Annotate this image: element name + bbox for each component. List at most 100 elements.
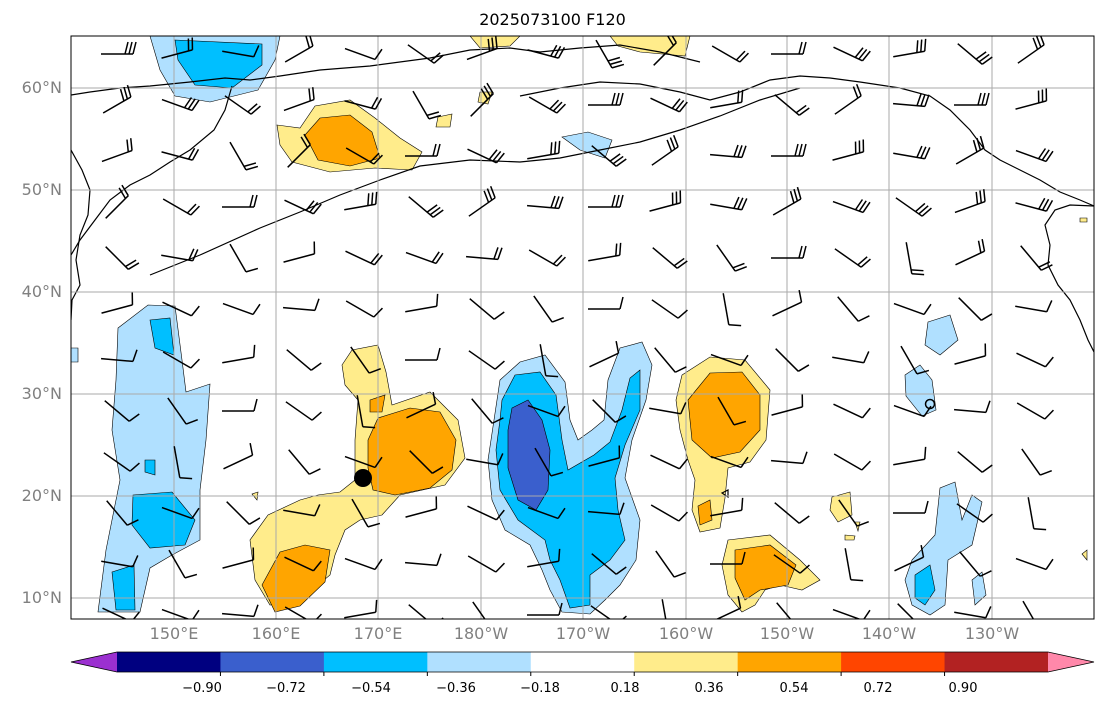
colorbar-outline	[70, 651, 1095, 673]
wind-barb	[101, 555, 139, 568]
wind-barb	[222, 302, 261, 316]
wind-barb	[284, 199, 322, 215]
wind-barb	[834, 248, 871, 268]
wind-barb	[405, 347, 441, 361]
wind-barb	[104, 400, 140, 422]
wind-barb	[527, 44, 566, 59]
colorbar-segment	[220, 652, 325, 672]
wind-barb	[162, 301, 200, 317]
wind-barb	[1027, 497, 1047, 531]
wind-barb	[650, 504, 688, 522]
asia-coastline	[71, 44, 701, 96]
wind-barb	[773, 554, 810, 574]
neg-anomaly-region	[71, 347, 79, 363]
wind-barb	[649, 190, 682, 212]
neg-anomaly-region	[561, 131, 613, 159]
wind-barb	[526, 195, 564, 210]
wind-barb	[905, 242, 925, 276]
wind-barb	[653, 36, 677, 66]
wind-barb	[710, 196, 748, 211]
wind-barb	[105, 246, 140, 270]
anomaly-contours	[71, 36, 1088, 616]
wind-barb	[356, 395, 376, 429]
wind-barb	[832, 351, 870, 364]
wind-barb	[467, 148, 505, 164]
wind-barb	[833, 46, 871, 62]
pos-anomaly-region	[1081, 549, 1088, 561]
neg-anomaly-region	[131, 491, 196, 549]
colorbar-tick-label: 0.18	[610, 681, 640, 696]
kamchatka-coastline	[71, 85, 233, 256]
wind-barb	[101, 41, 137, 55]
japan-kuril-coast	[71, 149, 91, 321]
pos-anomaly-region	[1079, 217, 1088, 223]
map-title: 2025073100 F120	[479, 10, 626, 29]
pos-anomaly-region	[697, 499, 713, 526]
wind-barb	[222, 194, 258, 208]
wind-barb	[588, 194, 624, 208]
wind-barb	[406, 391, 437, 419]
lon-label-140w: 140°W	[861, 624, 917, 643]
wind-barb	[283, 87, 315, 112]
lon-label-150e: 150°E	[149, 624, 199, 643]
wind-barb	[102, 607, 140, 619]
wind-barb	[161, 37, 194, 59]
wind-barb	[591, 145, 627, 167]
wind-barb	[955, 135, 985, 165]
north-america-coast	[1044, 204, 1094, 353]
wind-barb	[405, 143, 441, 157]
wind-barb	[834, 84, 862, 115]
wind-barb	[101, 138, 133, 163]
wind-barb	[350, 346, 381, 374]
neg-anomaly-region	[111, 564, 136, 611]
wind-barb	[527, 602, 563, 616]
wind-barb	[587, 502, 625, 516]
wind-barb	[405, 496, 438, 518]
wind-barb	[776, 602, 798, 619]
wind-barb	[101, 292, 134, 314]
wind-barb	[711, 595, 742, 619]
wind-barb	[717, 396, 747, 426]
wind-barb	[528, 249, 566, 267]
wind-barb	[588, 296, 624, 310]
wind-barb	[404, 553, 442, 567]
lat-label-60n: 60°N	[21, 78, 62, 97]
wind-barb	[1015, 300, 1053, 313]
wind-barb	[649, 402, 687, 415]
wind-barb	[837, 296, 870, 322]
wind-barb	[895, 197, 932, 217]
wind-barb	[344, 96, 383, 110]
wind-barb	[222, 344, 256, 364]
wind-barb	[1020, 245, 1053, 271]
colorbar-tick-label: −0.54	[351, 681, 391, 696]
wind-barb	[1015, 197, 1054, 212]
wind-barb	[771, 394, 804, 416]
wind-barb	[588, 445, 621, 467]
wind-barb	[167, 397, 198, 425]
wind-barb	[900, 345, 930, 375]
wind-barb	[405, 251, 444, 265]
wind-barb	[161, 506, 200, 520]
wind-barb	[527, 140, 561, 160]
wind-barb	[408, 196, 444, 218]
wind-barb	[893, 38, 927, 58]
wind-barb	[655, 550, 686, 578]
wind-barb	[466, 36, 498, 61]
pos-anomaly-region	[367, 407, 457, 496]
wind-barb	[1021, 448, 1052, 476]
wind-barb	[284, 556, 322, 572]
wind-barb	[661, 599, 669, 619]
wind-barb	[527, 404, 566, 418]
wind-barb	[650, 454, 688, 470]
wind-barb	[221, 604, 259, 618]
lon-label-160e: 160°E	[251, 624, 301, 643]
wind-barb	[345, 250, 383, 266]
wind-barb	[710, 89, 744, 109]
colorbar-segment	[323, 652, 428, 672]
wind-barb	[1015, 148, 1054, 163]
pos-anomaly-region	[609, 36, 691, 57]
wind-barb	[345, 300, 383, 318]
wind-barb	[472, 601, 492, 619]
wind-barb	[162, 198, 200, 216]
wind-barb	[1022, 600, 1040, 619]
